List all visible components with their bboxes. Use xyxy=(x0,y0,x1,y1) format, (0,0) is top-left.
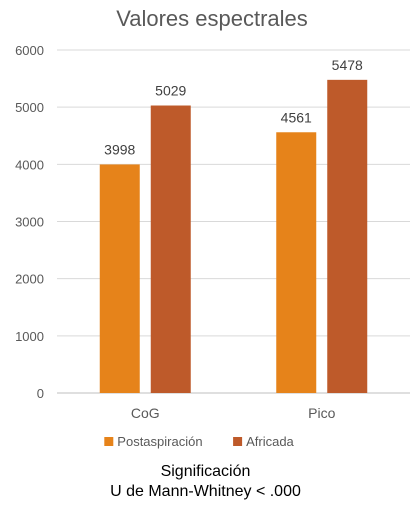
y-tick-label: 6000 xyxy=(15,43,44,58)
data-label: 5029 xyxy=(155,83,186,99)
legend-label: Africada xyxy=(246,434,294,449)
y-tick-label: 5000 xyxy=(15,100,44,115)
y-tick-label: 2000 xyxy=(15,272,44,287)
data-label: 3998 xyxy=(104,141,135,157)
significance-title: Significación xyxy=(160,463,251,480)
bar-pico-1 xyxy=(276,132,317,394)
y-tick-label: 0 xyxy=(37,386,44,401)
y-axis-ticks: 0 1000 2000 3000 4000 5000 6000 xyxy=(15,43,44,401)
category-labels: CoG Pico xyxy=(131,405,336,421)
y-tick-label: 3000 xyxy=(15,215,44,230)
bar-chart: Valores espectrales 0 1000 2000 3000 4000 500… xyxy=(15,6,410,449)
legend: Postaspiración Africada xyxy=(104,434,295,449)
bar-cog-1 xyxy=(99,164,140,393)
bars xyxy=(99,79,368,394)
significance-test: U de Mann-Whitney < .000 xyxy=(110,483,301,500)
bar-cog-2 xyxy=(150,105,191,393)
legend-swatch xyxy=(233,437,243,446)
y-tick-label: 4000 xyxy=(15,157,44,172)
category-label: Pico xyxy=(308,405,335,421)
chart-title: Valores espectrales xyxy=(116,6,308,31)
legend-swatch xyxy=(104,437,114,446)
y-tick-label: 1000 xyxy=(15,329,44,344)
bar-pico-2 xyxy=(327,79,368,393)
data-label: 4561 xyxy=(281,109,312,125)
data-label: 5478 xyxy=(332,57,363,73)
data-labels: 3998 5029 4561 5478 xyxy=(104,57,363,158)
legend-label: Postaspiración xyxy=(117,434,202,449)
category-label: CoG xyxy=(131,405,160,421)
